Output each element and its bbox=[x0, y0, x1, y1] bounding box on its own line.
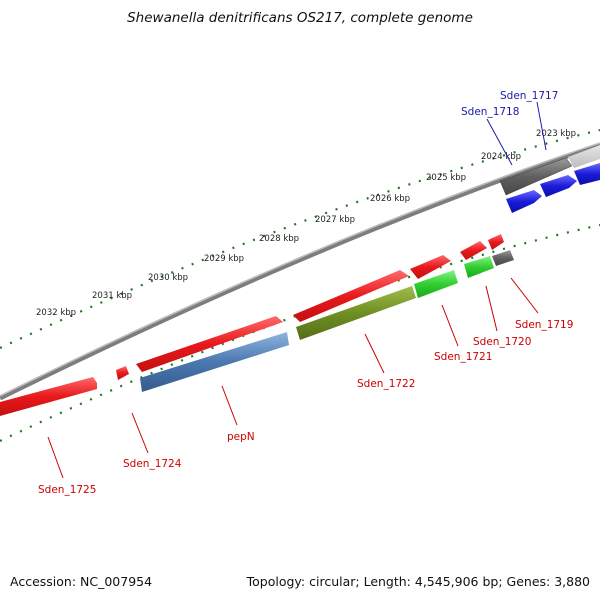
gene-sden-1719[interactable] bbox=[492, 250, 514, 266]
reverse-strand-genes bbox=[140, 250, 514, 392]
callout-sden-1718 bbox=[486, 118, 513, 166]
label-sden-1722: Sden_1722 bbox=[357, 378, 415, 390]
callout-sden-1717 bbox=[536, 101, 547, 151]
map-title: Shewanella denitrificans OS217, complete… bbox=[127, 10, 473, 26]
kbp-label-2028: 2028 kbp bbox=[259, 234, 299, 244]
label-sden-1718: Sden_1718 bbox=[461, 106, 519, 118]
kbp-label-2027: 2027 kbp bbox=[315, 215, 355, 225]
gene-sden-1720[interactable] bbox=[464, 256, 494, 278]
kbp-label-2023: 2023 kbp bbox=[536, 129, 576, 139]
callout-sden-1725 bbox=[47, 436, 64, 479]
callout-sden-1719 bbox=[510, 277, 539, 314]
genome-summary-text: Topology: circular; Length: 4,545,906 bp… bbox=[246, 574, 590, 589]
gene-red-fwd-2[interactable] bbox=[460, 241, 487, 260]
kbp-label-2025: 2025 kbp bbox=[426, 173, 466, 183]
gene-pepN[interactable] bbox=[140, 332, 289, 392]
gene-red-fwd-3[interactable] bbox=[410, 255, 451, 279]
callout-pepN bbox=[221, 385, 238, 426]
callout-lines bbox=[47, 101, 547, 479]
gene-red-fwd-4[interactable] bbox=[293, 270, 409, 322]
kbp-label-2029: 2029 kbp bbox=[204, 254, 244, 264]
gene-sden-1717-part-1[interactable] bbox=[506, 190, 542, 213]
label-sden-1721: Sden_1721 bbox=[434, 351, 492, 363]
genome-backbone bbox=[0, 142, 600, 401]
gene-red-fwd-6[interactable] bbox=[116, 366, 129, 380]
kbp-label-2031: 2031 kbp bbox=[92, 291, 132, 301]
gene-sden-1718[interactable] bbox=[499, 157, 573, 196]
label-pepN: pepN bbox=[227, 431, 255, 443]
callout-sden-1724 bbox=[131, 412, 149, 454]
accession-text: Accession: NC_007954 bbox=[10, 574, 153, 589]
label-sden-1725: Sden_1725 bbox=[38, 484, 96, 496]
gene-red-fwd-1[interactable] bbox=[488, 234, 504, 250]
kbp-labels: 2023 kbp 2024 kbp 2025 kbp 2026 kbp 2027… bbox=[36, 129, 576, 318]
gene-sden-1721[interactable] bbox=[414, 270, 458, 298]
label-sden-1719: Sden_1719 bbox=[515, 319, 573, 331]
callout-sden-1720 bbox=[485, 285, 498, 332]
gene-sden-1717-part-2[interactable] bbox=[540, 175, 577, 197]
callout-sden-1722 bbox=[364, 333, 385, 374]
gene-red-fwd-5[interactable] bbox=[136, 316, 283, 372]
gene-light-segment[interactable] bbox=[568, 145, 600, 168]
label-sden-1720: Sden_1720 bbox=[473, 336, 531, 348]
gene-sden-1717-part-3[interactable] bbox=[574, 163, 600, 185]
label-sden-1724: Sden_1724 bbox=[123, 458, 182, 470]
kbp-label-2024: 2024 kbp bbox=[481, 152, 521, 162]
kbp-label-2026: 2026 kbp bbox=[370, 194, 410, 204]
callout-sden-1721 bbox=[441, 304, 459, 347]
gene-labels: Sden_1717 Sden_1718 Sden_1719 Sden_1720 … bbox=[38, 90, 573, 496]
kbp-label-2030: 2030 kbp bbox=[148, 273, 188, 283]
kbp-label-2032: 2032 kbp bbox=[36, 308, 76, 318]
gene-sden-1725[interactable] bbox=[0, 377, 97, 416]
forward-strand-genes bbox=[0, 145, 600, 416]
outer-tick-track bbox=[0, 128, 600, 349]
genome-backbone-highlight bbox=[0, 142, 600, 397]
gene-sden-1722[interactable] bbox=[296, 286, 416, 340]
label-sden-1717: Sden_1717 bbox=[500, 90, 558, 102]
